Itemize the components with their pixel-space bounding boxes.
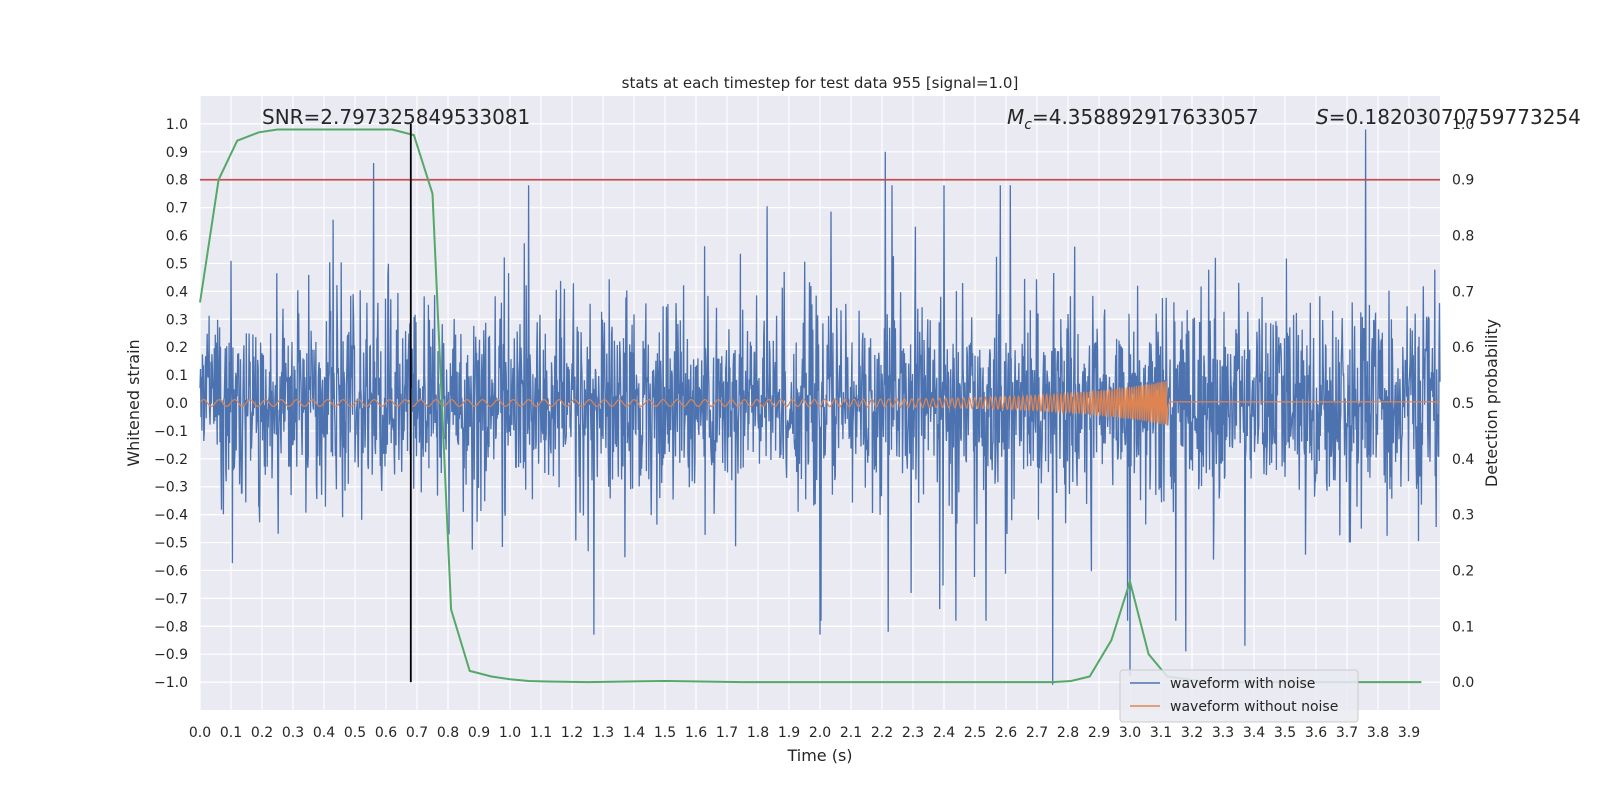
x-axis-label: Time (s) [786,746,852,765]
x-tick-label: 2.5 [964,725,986,741]
legend-box [1119,669,1359,723]
y-axis-label: Whitened strain [124,339,143,466]
x-tick-label: 0.4 [313,725,335,741]
legend-label-noise: waveform with noise [1170,676,1315,692]
y2-tick-label: 0.8 [1452,229,1474,245]
s-symbol: S [1316,105,1329,129]
x-tick-label: 0.0 [189,725,211,741]
y2-tick-label: 0.4 [1452,452,1474,468]
x-tick-label: 3.4 [1243,725,1265,741]
x-tick-label: 2.2 [871,725,893,741]
x-tick-label: 0.2 [251,725,273,741]
y-tick-label: 0.6 [166,229,188,245]
y2-tick-label: 0.9 [1452,173,1474,189]
y2-tick-label: 0.5 [1452,396,1474,412]
x-tick-label: 2.7 [1026,725,1048,741]
x-tick-label: 3.1 [1150,725,1172,741]
x-tick-label: 0.1 [220,725,242,741]
y2-tick-label: 0.2 [1452,563,1474,579]
x-tick-label: 2.4 [933,725,955,741]
ticks: 0.0 0.1 0.2 0.3 0.4 0.5 0.6 0.7 0.8 0.9 1.0 1.1 1.2 1… [154,117,1474,741]
x-tick-label: 1.8 [747,725,769,741]
y-tick-label: −0.7 [154,591,188,607]
y2-tick-label: 1.0 [1452,117,1474,133]
x-tick-label: 0.7 [406,725,428,741]
x-tick-label: 2.8 [1057,725,1079,741]
y2-tick-label: 0.6 [1452,340,1474,356]
y-tick-label: −0.1 [154,424,188,440]
s-value: =0.18203070759773254 [1329,105,1581,129]
mc-value: =4.358892917633057 [1032,105,1259,129]
snr-annotation: SNR=2.797325849533081 [262,105,530,129]
x-tick-label: 3.5 [1274,725,1296,741]
y-tick-label: 0.8 [166,173,188,189]
series-layer [199,123,1441,685]
x-tick-label: 3.6 [1305,725,1327,741]
x-tick-label: 1.3 [592,725,614,741]
y2-tick-label: 0.3 [1452,508,1474,524]
x-tick-label: 2.1 [840,725,862,741]
x-tick-label: 0.8 [437,725,459,741]
y-tick-label: 0.3 [166,312,188,328]
x-tick-label: 2.0 [809,725,831,741]
x-tick-label: 2.6 [995,725,1017,741]
y-tick-label: 0.1 [166,368,188,384]
x-tick-label: 2.3 [902,725,924,741]
x-tick-label: 3.2 [1181,725,1203,741]
chirp-mass-annotation: Mc=4.358892917633057 [1007,105,1259,133]
legend: waveform with noise waveform without noi… [1119,669,1359,723]
x-tick-label: 1.6 [685,725,707,741]
y-tick-label: −0.2 [154,452,188,468]
x-tick-label: 1.0 [499,725,521,741]
x-tick-label: 0.6 [375,725,397,741]
x-tick-label: 0.9 [468,725,490,741]
y-tick-label: 0.2 [166,340,188,356]
y2-axis-label: Detection probability [1482,319,1501,487]
x-tick-label: 0.5 [344,725,366,741]
x-tick-label: 3.9 [1398,725,1420,741]
y-tick-label: 0.7 [166,201,188,217]
x-tick-label: 1.9 [778,725,800,741]
y-tick-label: −0.5 [154,536,188,552]
chart-title: stats at each timestep for test data 955… [622,74,1019,92]
x-tick-label: 3.0 [1119,725,1141,741]
x-tick-label: 2.9 [1088,725,1110,741]
x-tick-label: 1.7 [716,725,738,741]
y-tick-label: 0.4 [166,284,188,300]
y2-tick-label: 0.0 [1452,675,1474,691]
x-tick-label: 1.5 [654,725,676,741]
y-tick-label: 0.0 [166,396,188,412]
y2-tick-label: 0.7 [1452,284,1474,300]
series-detection-probability [199,128,1422,684]
y-tick-label: 0.9 [166,145,188,161]
y-tick-label: −0.8 [154,619,188,635]
x-tick-label: 3.7 [1336,725,1358,741]
legend-label-clean: waveform without noise [1170,699,1338,715]
y-tick-label: 1.0 [166,117,188,133]
series-waveform-without-noise [199,380,1440,426]
mc-symbol: M [1007,105,1024,129]
x-tick-label: 0.3 [282,725,304,741]
y-tick-label: −0.3 [154,480,188,496]
x-tick-label: 1.4 [623,725,645,741]
x-tick-label: 3.8 [1367,725,1389,741]
mc-subscript: c [1024,117,1032,133]
spin-annotation: S=0.18203070759773254 [1316,105,1581,129]
y-tick-label: −1.0 [154,675,188,691]
x-tick-label: 1.2 [561,725,583,741]
x-tick-label: 3.3 [1212,725,1234,741]
y-tick-label: −0.9 [154,647,188,663]
series-waveform-with-noise [199,129,1441,685]
y-tick-label: 0.5 [166,256,188,272]
y2-tick-label: 0.1 [1452,619,1474,635]
x-tick-label: 1.1 [530,725,552,741]
y-tick-label: −0.4 [154,508,188,524]
y-tick-label: −0.6 [154,563,188,579]
